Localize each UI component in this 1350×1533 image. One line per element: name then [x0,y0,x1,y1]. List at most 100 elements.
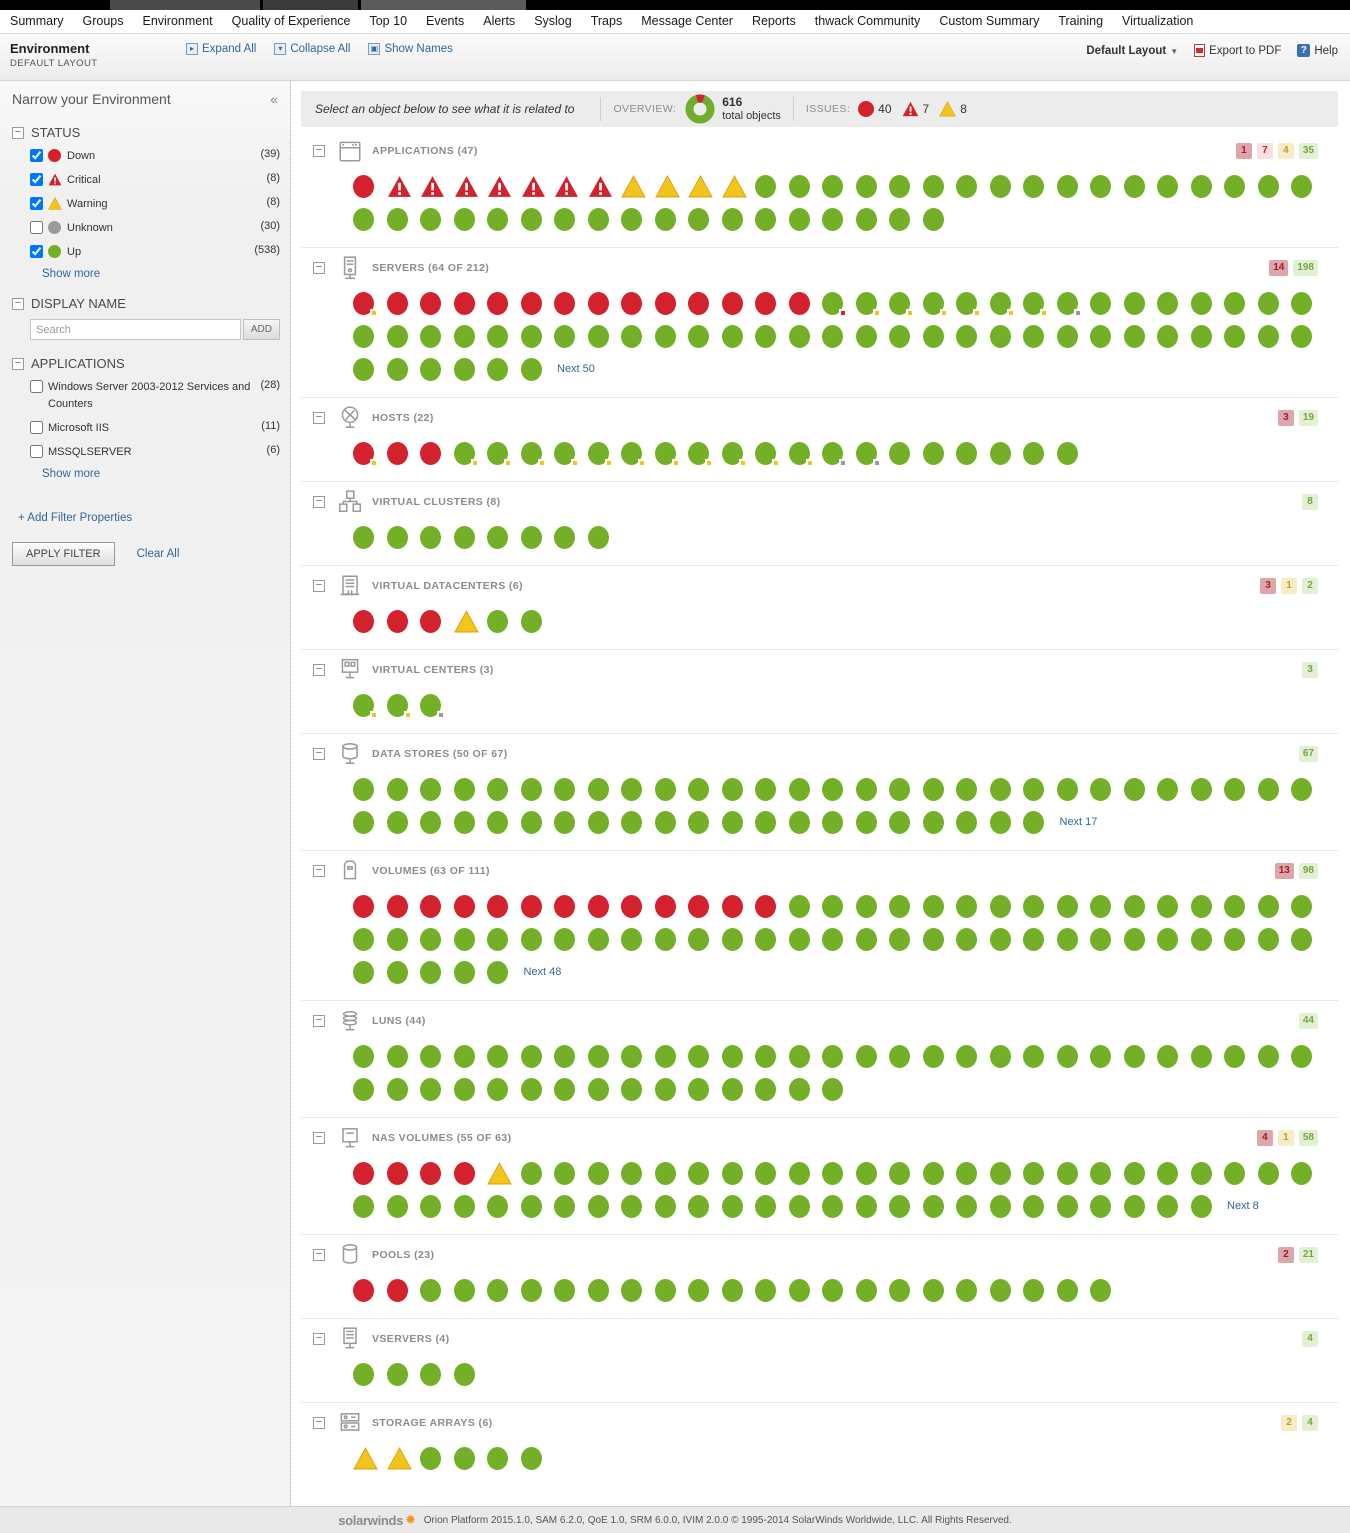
status-up-icon[interactable] [1224,927,1245,951]
status-up-icon[interactable] [855,810,877,834]
status-up-icon[interactable] [1056,1194,1078,1218]
status-up-icon[interactable] [453,207,475,231]
status-up-icon[interactable] [721,1194,743,1218]
status-up-icon[interactable] [453,960,475,984]
next-items-link[interactable]: Next 17 [1059,816,1098,828]
status-up-icon[interactable] [1056,291,1082,317]
status-up-icon[interactable] [822,174,843,198]
status-up-icon[interactable] [420,960,441,984]
status-up-icon[interactable] [956,174,977,198]
search-input[interactable] [30,319,241,341]
status-up-icon[interactable] [989,777,1011,801]
status-up-icon[interactable] [587,525,609,549]
collapse-nas-volumes-button[interactable]: − [313,1132,325,1144]
status-up-icon[interactable] [386,357,408,381]
status-up-icon[interactable] [1190,174,1212,198]
status-filter-up[interactable]: Up (538) [30,244,284,261]
status-up-icon[interactable] [688,1077,709,1101]
status-up-icon[interactable] [420,324,441,348]
status-down-icon[interactable] [420,441,441,465]
status-up-icon[interactable] [554,1044,575,1068]
status-up-icon[interactable] [621,927,642,951]
status-down-icon[interactable] [453,1161,475,1185]
status-up-icon[interactable] [1090,777,1111,801]
status-up-icon[interactable] [889,927,910,951]
status-up-icon[interactable] [956,291,981,317]
status-up-icon[interactable] [587,441,613,467]
status-down-icon[interactable] [420,894,441,918]
status-up-icon[interactable] [1190,777,1212,801]
status-critical-icon[interactable] [554,175,579,198]
status-warning-icon[interactable] [487,1161,512,1185]
status-up-icon[interactable] [1023,777,1044,801]
status-down-icon[interactable] [386,894,408,918]
status-up-icon[interactable] [453,810,475,834]
status-up-icon[interactable] [353,207,374,231]
status-up-icon[interactable] [855,1044,877,1068]
status-up-icon[interactable] [587,324,609,348]
status-down-icon[interactable] [487,894,508,918]
status-down-icon[interactable] [520,291,542,315]
status-filter-unknown[interactable]: Unknown (30) [30,220,284,237]
status-up-icon[interactable] [989,291,1015,317]
status-up-icon[interactable] [1291,894,1312,918]
status-up-icon[interactable] [453,1044,475,1068]
status-up-icon[interactable] [956,894,977,918]
status-up-icon[interactable] [1056,927,1078,951]
layout-selector[interactable]: Default Layout ▼ [1086,45,1178,57]
status-up-icon[interactable] [621,441,646,467]
status-up-icon[interactable] [654,1077,676,1101]
status-critical-icon[interactable] [521,175,546,198]
status-up-icon[interactable] [1257,1161,1279,1185]
status-up-icon[interactable] [487,609,508,633]
status-down-icon[interactable] [386,291,408,315]
status-up-icon[interactable] [487,927,508,951]
status-up-icon[interactable] [755,810,776,834]
status-critical-icon[interactable] [454,175,479,198]
status-up-icon[interactable] [755,927,776,951]
status-up-icon[interactable] [822,1161,843,1185]
status-down-icon[interactable] [353,1278,374,1302]
status-up-icon[interactable] [1023,810,1044,834]
status-down-icon[interactable] [688,894,709,918]
status-up-icon[interactable] [822,777,843,801]
status-up-icon[interactable] [1023,1278,1044,1302]
status-up-icon[interactable] [1157,777,1178,801]
status-up-icon[interactable] [721,441,747,467]
status-up-icon[interactable] [989,324,1011,348]
collapse-status-group-button[interactable]: − [12,126,24,139]
status-up-icon[interactable] [1224,174,1245,198]
status-up-icon[interactable] [520,777,542,801]
status-up-icon[interactable] [1257,174,1279,198]
status-up-icon[interactable] [688,1161,709,1185]
status-up-icon[interactable] [788,810,810,834]
status-up-icon[interactable] [353,525,374,549]
status-up-icon[interactable] [922,1278,944,1302]
status-up-icon[interactable] [788,324,810,348]
status-up-icon[interactable] [1023,291,1048,317]
status-up-icon[interactable] [1190,291,1212,315]
status-up-icon[interactable] [453,1278,475,1302]
status-up-icon[interactable] [1291,777,1312,801]
status-up-icon[interactable] [453,1446,475,1470]
status-up-icon[interactable] [1190,1044,1212,1068]
collapse-servers-button[interactable]: − [313,262,325,274]
status-up-icon[interactable] [554,207,575,231]
nav-item-alerts[interactable]: Alerts [483,14,516,28]
status-up-icon[interactable] [1257,291,1279,315]
status-up-icon[interactable] [1090,1278,1111,1302]
status-down-icon[interactable] [621,291,642,315]
status-up-icon[interactable] [721,1278,743,1302]
status-up-icon[interactable] [1023,894,1044,918]
status-up-icon[interactable] [654,1194,676,1218]
status-up-icon[interactable] [487,1194,508,1218]
status-up-icon[interactable] [1190,894,1212,918]
status-up-icon[interactable] [1090,1161,1111,1185]
status-up-icon[interactable] [788,927,810,951]
status-up-icon[interactable] [855,1194,877,1218]
status-up-icon[interactable] [989,927,1011,951]
status-up-icon[interactable] [822,894,843,918]
status-up-icon[interactable] [922,1194,944,1218]
status-up-icon[interactable] [453,777,475,801]
status-up-icon[interactable] [386,810,408,834]
